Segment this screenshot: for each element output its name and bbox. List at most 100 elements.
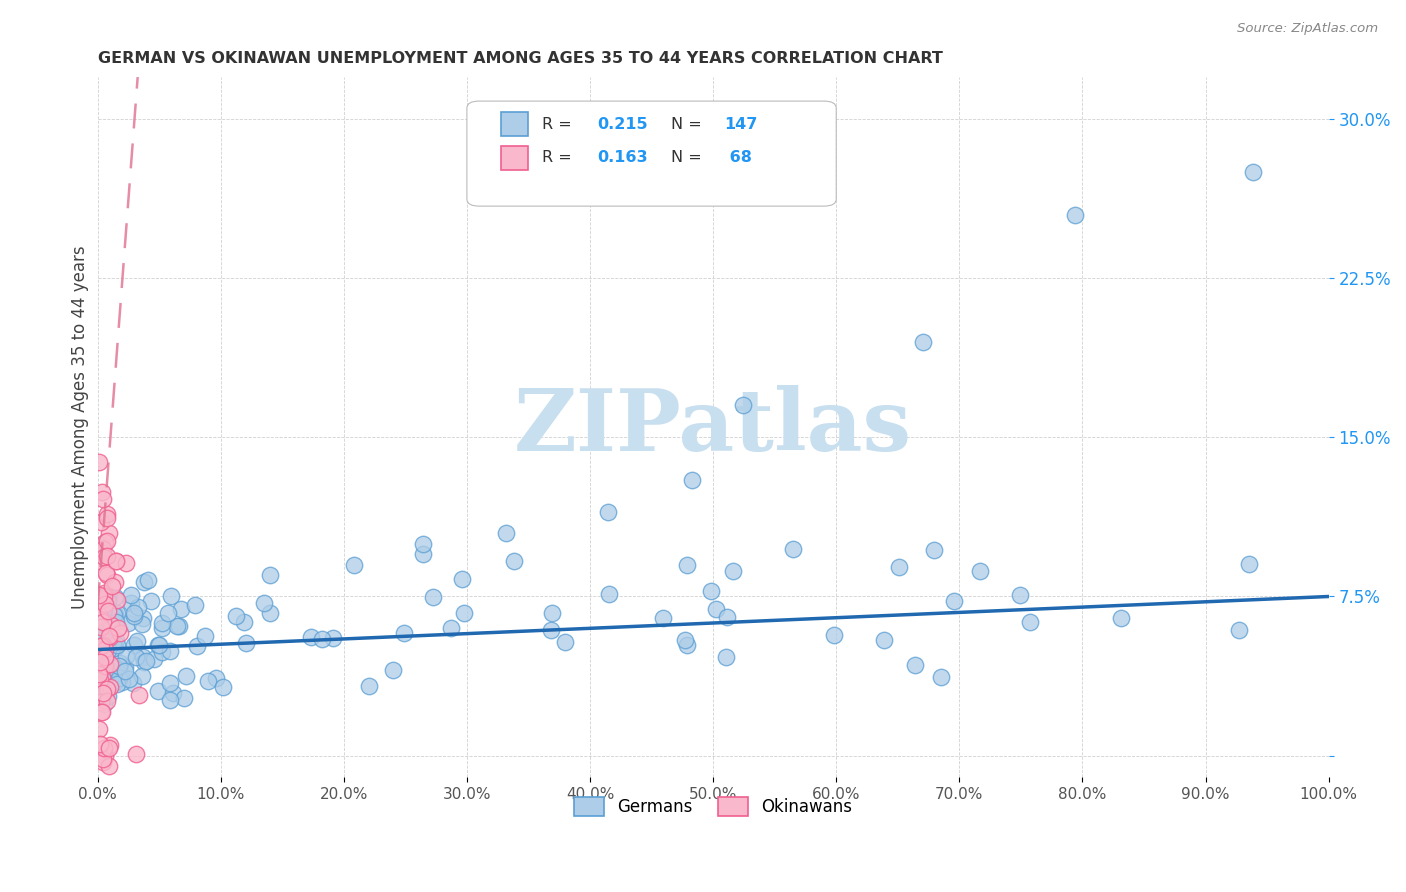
Text: R =: R = — [541, 151, 576, 165]
Point — [451, 572, 474, 586]
Point — [120, 588, 142, 602]
Point — [359, 679, 381, 693]
Point — [252, 595, 274, 609]
Point — [343, 558, 366, 572]
Point — [94, 658, 117, 673]
Point — [204, 671, 226, 685]
Point — [100, 618, 122, 632]
Point — [98, 738, 121, 752]
Point — [91, 642, 114, 657]
Point — [197, 674, 219, 689]
Text: 0.163: 0.163 — [598, 151, 648, 165]
Point — [98, 525, 121, 540]
Point — [93, 549, 115, 564]
Point — [89, 608, 111, 623]
Point — [96, 567, 118, 582]
Point — [90, 705, 112, 719]
Point — [94, 596, 117, 610]
Point — [107, 621, 129, 635]
Point — [673, 633, 696, 648]
Point — [194, 629, 217, 643]
Point — [90, 705, 112, 719]
Point — [91, 751, 114, 765]
Point — [225, 608, 247, 623]
Point — [115, 649, 138, 664]
Point — [873, 632, 896, 647]
Point — [87, 589, 110, 603]
Point — [150, 615, 173, 630]
Point — [132, 611, 155, 625]
Point — [94, 608, 117, 623]
Point — [105, 606, 128, 620]
Point — [90, 515, 112, 529]
FancyBboxPatch shape — [502, 146, 529, 169]
Point — [700, 584, 723, 599]
Point — [104, 633, 127, 648]
Y-axis label: Unemployment Among Ages 35 to 44 years: Unemployment Among Ages 35 to 44 years — [72, 245, 89, 608]
Point — [89, 629, 111, 643]
Point — [93, 613, 115, 627]
Point — [93, 589, 115, 603]
Point — [91, 541, 114, 556]
Point — [94, 664, 117, 678]
Point — [89, 679, 111, 693]
Point — [731, 399, 754, 413]
Point — [94, 658, 117, 673]
Point — [311, 632, 333, 647]
Point — [152, 622, 174, 636]
Point — [162, 686, 184, 700]
Point — [170, 601, 193, 615]
Point — [91, 592, 114, 607]
Point — [90, 695, 112, 709]
Point — [105, 677, 128, 691]
Point — [108, 659, 131, 673]
Point — [136, 573, 159, 587]
Point — [887, 559, 910, 574]
Point — [166, 618, 188, 632]
Point — [91, 638, 114, 652]
Point — [96, 510, 118, 524]
Point — [90, 640, 112, 654]
Point — [89, 626, 111, 640]
Point — [91, 545, 114, 559]
Point — [91, 632, 114, 647]
Point — [91, 491, 114, 506]
Point — [89, 592, 111, 607]
Point — [1019, 615, 1042, 629]
Point — [148, 683, 170, 698]
Point — [97, 629, 120, 643]
Point — [90, 620, 112, 634]
Point — [929, 670, 952, 684]
Point — [89, 722, 111, 736]
Point — [105, 554, 128, 568]
Point — [159, 676, 181, 690]
Point — [91, 484, 114, 499]
Point — [110, 666, 132, 681]
Text: 68: 68 — [724, 151, 752, 165]
Point — [714, 649, 737, 664]
Point — [87, 554, 110, 568]
Point — [104, 675, 127, 690]
Point — [704, 602, 727, 616]
Point — [167, 619, 190, 633]
Point — [122, 608, 145, 623]
Point — [94, 597, 117, 611]
Text: Source: ZipAtlas.com: Source: ZipAtlas.com — [1237, 22, 1378, 36]
Point — [97, 593, 120, 607]
Point — [453, 606, 475, 620]
Text: N =: N = — [671, 151, 707, 165]
Point — [134, 575, 156, 590]
Point — [131, 616, 153, 631]
FancyBboxPatch shape — [467, 101, 837, 206]
Point — [716, 610, 738, 624]
Point — [91, 670, 114, 684]
Point — [89, 673, 111, 687]
Point — [96, 534, 118, 549]
Point — [1109, 610, 1132, 624]
Point — [904, 658, 927, 673]
Point — [90, 614, 112, 628]
Point — [392, 626, 415, 640]
Point — [104, 574, 127, 589]
Text: 0.215: 0.215 — [598, 117, 648, 132]
Point — [131, 650, 153, 665]
